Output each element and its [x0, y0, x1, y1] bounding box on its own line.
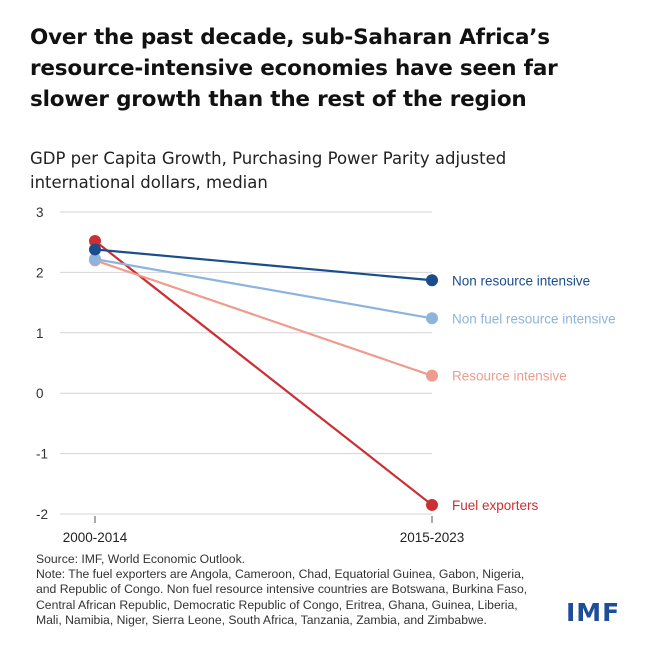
data-point — [89, 253, 101, 266]
y-tick-label: 3 — [36, 205, 44, 220]
data-point — [426, 312, 438, 325]
imf-logo: IMF — [566, 598, 621, 627]
x-tick-label: 2015-2023 — [400, 530, 465, 545]
series-label: Non fuel resource intensive — [452, 311, 616, 326]
data-point — [89, 243, 101, 256]
title-line-3: slower growth than the rest of the regio… — [30, 87, 527, 112]
subtitle-line-1: GDP per Capita Growth, Purchasing Power … — [30, 149, 507, 168]
series-line-1 — [93, 258, 434, 320]
data-point — [426, 498, 438, 511]
series-label: Resource intensive — [452, 369, 567, 384]
title-line-1: Over the past decade, sub-Saharan Africa… — [30, 25, 550, 50]
data-point — [426, 274, 438, 287]
y-tick-label: 2 — [36, 265, 44, 280]
x-tick-label: 2000-2014 — [63, 530, 128, 545]
data-point — [89, 234, 101, 247]
series-label: Non resource intensive — [452, 273, 590, 288]
chart-title: Over the past decade, sub-Saharan Africa… — [30, 22, 630, 115]
note-line-4: Mali, Namibia, Niger, Sierra Leone, Sout… — [36, 612, 487, 627]
note-line-1: Note: The fuel exporters are Angola, Cam… — [36, 567, 525, 582]
y-tick-label: -2 — [36, 507, 48, 522]
data-point — [426, 369, 438, 382]
note-line-3: Central African Republic, Democratic Rep… — [36, 597, 518, 612]
title-line-2: resource-intensive economies have seen f… — [30, 56, 558, 81]
y-tick-label: 1 — [36, 326, 44, 341]
footnote: Source: IMF, World Economic Outlook. Not… — [36, 552, 576, 628]
series-label: Fuel exporters — [452, 498, 539, 513]
y-tick-label: -1 — [36, 447, 48, 462]
series-line-2 — [93, 259, 434, 377]
series-line-3 — [93, 239, 434, 507]
note-line-2: and Republic of Congo. Non fuel resource… — [36, 582, 528, 597]
subtitle-line-2: international dollars, median — [30, 173, 268, 192]
chart-subtitle: GDP per Capita Growth, Purchasing Power … — [30, 147, 630, 195]
y-tick-label: 0 — [36, 386, 44, 401]
series-line-0 — [93, 248, 434, 282]
source-note: Source: IMF, World Economic Outlook. — [36, 552, 246, 566]
